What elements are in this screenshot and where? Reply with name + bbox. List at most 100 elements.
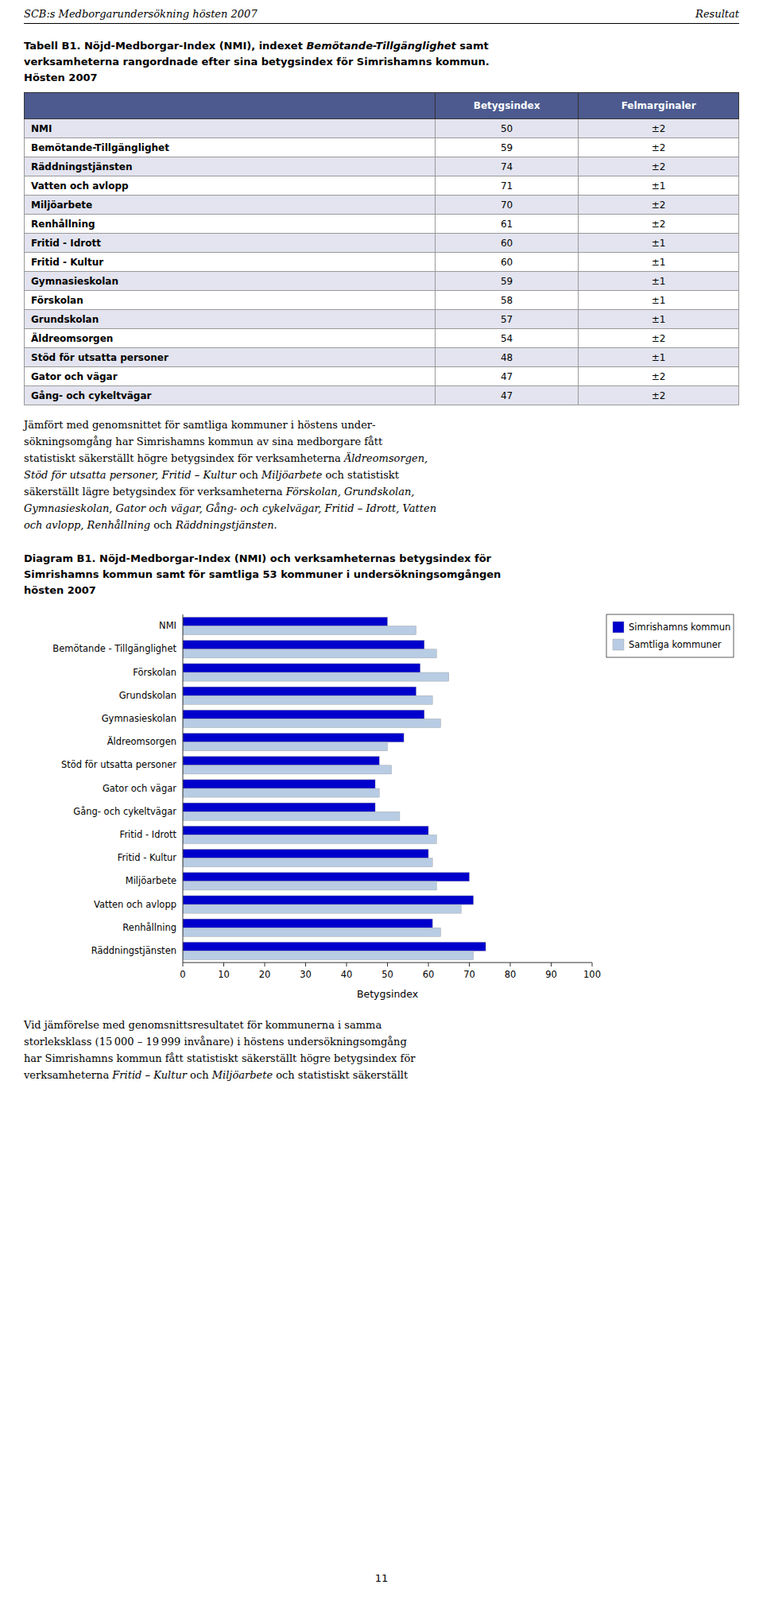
table-title: Tabell B1. Nöjd-Medborgar-Index (NMI), i… — [23, 38, 740, 86]
bar — [182, 686, 417, 696]
table-cell: 70 — [434, 195, 578, 215]
text-run: Stöd för utsatta personer, Fritid – Kult… — [23, 468, 237, 481]
table-row-name: Gymnasieskolan — [24, 271, 436, 291]
table-row-name: NMI — [24, 119, 436, 139]
text-run: och statistiskt — [321, 468, 399, 481]
table-cell: ±1 — [578, 271, 740, 291]
x-tick-label: 80 — [504, 968, 517, 980]
bars — [182, 617, 486, 961]
text-run: Simrishamns kommun samt för samtliga 53 … — [23, 568, 501, 581]
bar — [182, 640, 425, 650]
text-run: verksamheterna rangordnade efter sina be… — [23, 55, 490, 68]
text-run: hösten 2007 — [23, 584, 97, 597]
table-row: Äldreomsorgen54±2 — [24, 329, 740, 349]
table-row: Förskolan58±1 — [24, 290, 740, 310]
table-row: Vatten och avlopp71±1 — [24, 176, 740, 196]
text-run: samt — [456, 39, 489, 52]
page-number: 11 — [0, 1572, 763, 1585]
table-cell: ±2 — [578, 386, 740, 406]
table-header-cell — [24, 92, 436, 120]
table-cell: 57 — [434, 309, 578, 330]
bar — [182, 733, 404, 743]
body-text-line: Stöd för utsatta personer, Fritid – Kult… — [23, 466, 740, 484]
body-text: Jämfört med genomsnittet för samtliga ko… — [23, 416, 740, 534]
category-label: NMI — [158, 619, 177, 632]
table-cell: ±1 — [578, 176, 740, 196]
legend-swatch — [612, 621, 624, 633]
table-cell: ±1 — [578, 233, 740, 253]
header-right: Resultat — [695, 7, 740, 20]
x-tick — [223, 962, 225, 967]
table-row-name: Vatten och avlopp — [24, 176, 436, 196]
legend-label: Simrishamns kommun — [628, 621, 731, 633]
category-label: Miljöarbete — [125, 875, 177, 887]
text-run: Fritid – Kultur — [112, 1068, 187, 1081]
table-cell: ±2 — [578, 367, 740, 387]
text-run: Bemötande-Tillgänglighet — [305, 39, 456, 52]
body-text-line: Gymnasieskolan, Gator och vägar, Gång- o… — [23, 499, 740, 517]
bar — [182, 834, 437, 844]
text-run: statistiskt säkerställt högre betygsinde… — [23, 452, 345, 465]
x-tick — [264, 962, 266, 967]
table-title-line: Hösten 2007 — [23, 69, 740, 86]
table-cell: ±2 — [578, 157, 740, 177]
bar — [182, 941, 486, 951]
legend-swatch — [612, 639, 624, 651]
bottom-text: Vid jämförelse med genomsnittsresultatet… — [23, 1016, 740, 1084]
table-row-name: Miljöarbete — [24, 195, 436, 215]
category-label: Grundskolan — [119, 689, 177, 702]
bar — [182, 927, 441, 937]
x-tick-label: 20 — [259, 968, 272, 980]
category-label: Fritid - Kultur — [117, 852, 177, 864]
x-tick-label: 0 — [179, 968, 186, 980]
table-cell: ±1 — [578, 309, 740, 330]
x-tick — [468, 962, 470, 967]
table-cell: ±2 — [578, 119, 740, 139]
table-row-name: Bemötande-Tillgänglighet — [24, 138, 436, 158]
body-text-line: säkerställt lägre betygsindex för verksa… — [23, 483, 740, 500]
table-cell: 71 — [434, 176, 578, 196]
table-cell: 47 — [434, 367, 578, 387]
text-run: Vid jämförelse med genomsnittsresultatet… — [23, 1018, 382, 1031]
table-row: Stöd för utsatta personer48±1 — [24, 348, 740, 368]
x-axis-label: Betygsindex — [356, 987, 419, 1000]
table-cell: 54 — [434, 329, 578, 349]
bar — [182, 742, 388, 752]
table-cell: 58 — [434, 290, 578, 310]
table-cell: ±1 — [578, 348, 740, 368]
text-run: Gymnasieskolan, Gator och vägar, Gång- o… — [23, 502, 437, 515]
table-row-name: Stöd för utsatta personer — [24, 348, 436, 368]
bottom-text-line: Vid jämförelse med genomsnittsresultatet… — [23, 1016, 740, 1034]
bottom-text-line: storleksklass (15 000 – 19 999 invånare)… — [23, 1033, 740, 1050]
bar — [182, 626, 417, 636]
table-row: Gator och vägar47±2 — [24, 367, 740, 387]
page-header: SCB:s Medborgarundersökning hösten 2007 R… — [23, 7, 740, 24]
chart-title-line: hösten 2007 — [23, 582, 740, 599]
bar-chart: NMIBemötande - TillgänglighetFörskolanGr… — [23, 606, 740, 1004]
x-tick-label: 10 — [217, 968, 230, 980]
table-cell: 50 — [434, 119, 578, 139]
table-row: Renhållning61±2 — [24, 214, 740, 234]
text-run: och — [236, 468, 262, 481]
x-tick — [346, 962, 348, 967]
table-row: Gång- och cykeltvägar47±2 — [24, 386, 740, 406]
body-text-line: sökningsomgång har Simrishamns kommun av… — [23, 433, 740, 450]
text-run: och avlopp, Renhållning — [23, 518, 151, 531]
table-row: Bemötande-Tillgänglighet59±2 — [24, 138, 740, 158]
bar — [182, 788, 380, 798]
text-run: säkerställt lägre betygsindex för verksa… — [23, 485, 287, 498]
table-cell: ±2 — [578, 329, 740, 349]
table-row-name: Gator och vägar — [24, 367, 436, 387]
bar — [182, 649, 437, 659]
table-row-name: Renhållning — [24, 214, 436, 234]
table-cell: 47 — [434, 386, 578, 406]
bar — [182, 918, 433, 928]
bar — [182, 825, 429, 835]
table-cell: ±2 — [578, 214, 740, 234]
x-tick — [428, 962, 430, 967]
header-left: SCB:s Medborgarundersökning hösten 2007 — [23, 7, 258, 20]
chart-title: Diagram B1. Nöjd-Medborgar-Index (NMI) o… — [23, 550, 740, 599]
x-tick-label: 100 — [583, 968, 601, 980]
x-tick — [592, 962, 593, 967]
text-run: Tabell B1. Nöjd-Medborgar-Index (NMI), i… — [23, 39, 306, 52]
